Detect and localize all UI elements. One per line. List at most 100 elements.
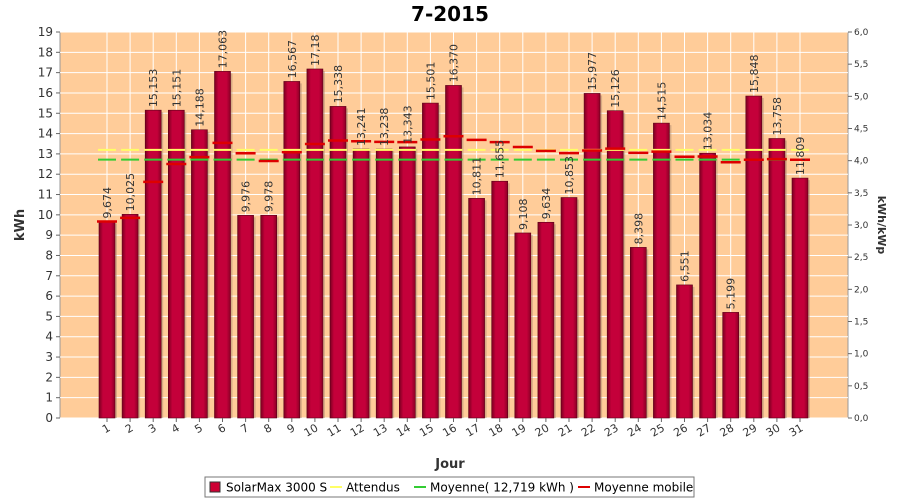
legend-label: SolarMax 3000 S [226, 481, 327, 495]
y-tick-label: 18 [38, 45, 53, 59]
x-tick-label: 22 [579, 421, 598, 439]
y-right-tick-label: 1,5 [854, 318, 868, 328]
data-label: 9,978 [263, 181, 276, 213]
data-label: 5,199 [725, 278, 738, 310]
legend-label: Moyenne( 12,719 kWh ) [430, 481, 574, 495]
data-label: 13,758 [771, 97, 784, 136]
data-label: 15,977 [586, 52, 599, 91]
bar [260, 214, 278, 419]
y-right-tick-label: 3,5 [854, 189, 868, 199]
data-label: 13,034 [702, 112, 715, 151]
data-label: 13,238 [378, 108, 391, 147]
x-tick-label: 17 [463, 421, 482, 439]
y-right-tick-label: 3,0 [854, 221, 869, 231]
bar [237, 215, 254, 419]
bar [537, 221, 555, 419]
x-tick-label: 30 [764, 421, 783, 439]
x-axis-title: Jour [434, 457, 465, 472]
bar [491, 180, 509, 419]
bar [791, 177, 809, 419]
x-tick-label: 26 [671, 421, 690, 439]
y-tick-label: 0 [45, 411, 53, 425]
x-tick-label: 9 [285, 421, 298, 436]
data-label: 10,853 [563, 156, 576, 195]
bar [191, 129, 208, 419]
y-right-tick-label: 0,5 [854, 382, 868, 392]
bar [699, 152, 716, 419]
data-label: 9,108 [517, 198, 530, 230]
data-label: 9,674 [101, 187, 114, 219]
bar [398, 146, 416, 419]
y-right-tick-label: 2,5 [854, 253, 868, 263]
y-tick-label: 9 [45, 228, 53, 242]
y-right-tick-label: 6,0 [854, 28, 869, 38]
x-tick-label: 13 [371, 421, 390, 439]
data-label: 15,501 [424, 62, 437, 101]
y-right-tick-label: 0,0 [854, 414, 869, 424]
y-tick-label: 6 [45, 289, 53, 303]
data-label: 15,126 [609, 69, 622, 108]
y-right-tick-label: 4,5 [854, 125, 868, 135]
y-tick-label: 11 [38, 188, 53, 202]
y-tick-label: 4 [45, 330, 53, 344]
data-label: 17,18 [309, 34, 322, 66]
bar [606, 110, 624, 419]
y-tick-label: 1 [45, 391, 53, 405]
y-tick-label: 5 [45, 309, 53, 323]
bar [214, 71, 231, 419]
y-tick-label: 2 [45, 370, 53, 384]
y-tick-label: 10 [38, 208, 53, 222]
data-label: 16,567 [286, 40, 299, 79]
bar [352, 148, 370, 419]
x-tick-label: 6 [215, 421, 228, 436]
x-tick-label: 24 [625, 421, 644, 439]
x-tick-label: 4 [169, 421, 182, 436]
bar [514, 232, 532, 419]
y-right-tick-label: 5,5 [854, 60, 868, 70]
x-tick-label: 8 [262, 421, 275, 436]
x-tick-label: 18 [487, 421, 506, 439]
legend-label: Attendus [346, 481, 400, 495]
y-tick-label: 15 [38, 106, 53, 120]
bar [98, 221, 116, 419]
x-tick-label: 23 [602, 421, 621, 439]
data-label: 14,188 [193, 88, 206, 127]
data-labels: 9,674 10,025 15,153 15,151 14,188 17,063 9,976… [101, 30, 807, 310]
x-tick-label: 3 [146, 421, 159, 436]
x-tick-label: 10 [302, 421, 321, 439]
x-tick-label: 20 [533, 421, 552, 439]
data-label: 10,025 [124, 173, 137, 212]
x-tick-label: 15 [417, 421, 436, 439]
x-tick-label: 11 [325, 421, 344, 439]
legend-label: Moyenne mobile [594, 481, 693, 495]
bar [560, 197, 578, 419]
data-label: 15,848 [748, 55, 761, 94]
legend: SolarMax 3000 S Attendus Moyenne( 12,719 k… [204, 476, 695, 498]
y-tick-label: 19 [38, 25, 53, 39]
chart-title: 7-2015 [411, 2, 489, 26]
data-label: 14,515 [655, 82, 668, 121]
x-tick-label: 16 [440, 421, 459, 439]
x-tick-label: 25 [648, 421, 667, 439]
bar [676, 284, 693, 419]
legend-box [204, 476, 695, 498]
x-tick-label: 19 [510, 421, 529, 439]
data-label: 15,151 [170, 69, 183, 108]
y-right-tick-label: 5,0 [854, 92, 869, 102]
data-label: 16,370 [448, 44, 461, 83]
x-tick-label: 28 [718, 421, 737, 439]
bars [98, 68, 810, 419]
y-tick-label: 16 [38, 86, 53, 100]
x-tick-label: 12 [348, 421, 367, 439]
data-label: 6,551 [679, 250, 692, 282]
data-label: 17,063 [217, 30, 230, 69]
y-right-tick-label: 2,0 [854, 285, 869, 295]
data-label: 11,655 [494, 140, 507, 179]
data-label: 15,338 [332, 65, 345, 104]
bar [144, 109, 162, 419]
legend-swatch-bar [209, 481, 221, 493]
data-label: 9,634 [540, 188, 553, 220]
x-tick-label: 7 [239, 421, 252, 436]
x-tick-label: 2 [123, 421, 136, 436]
